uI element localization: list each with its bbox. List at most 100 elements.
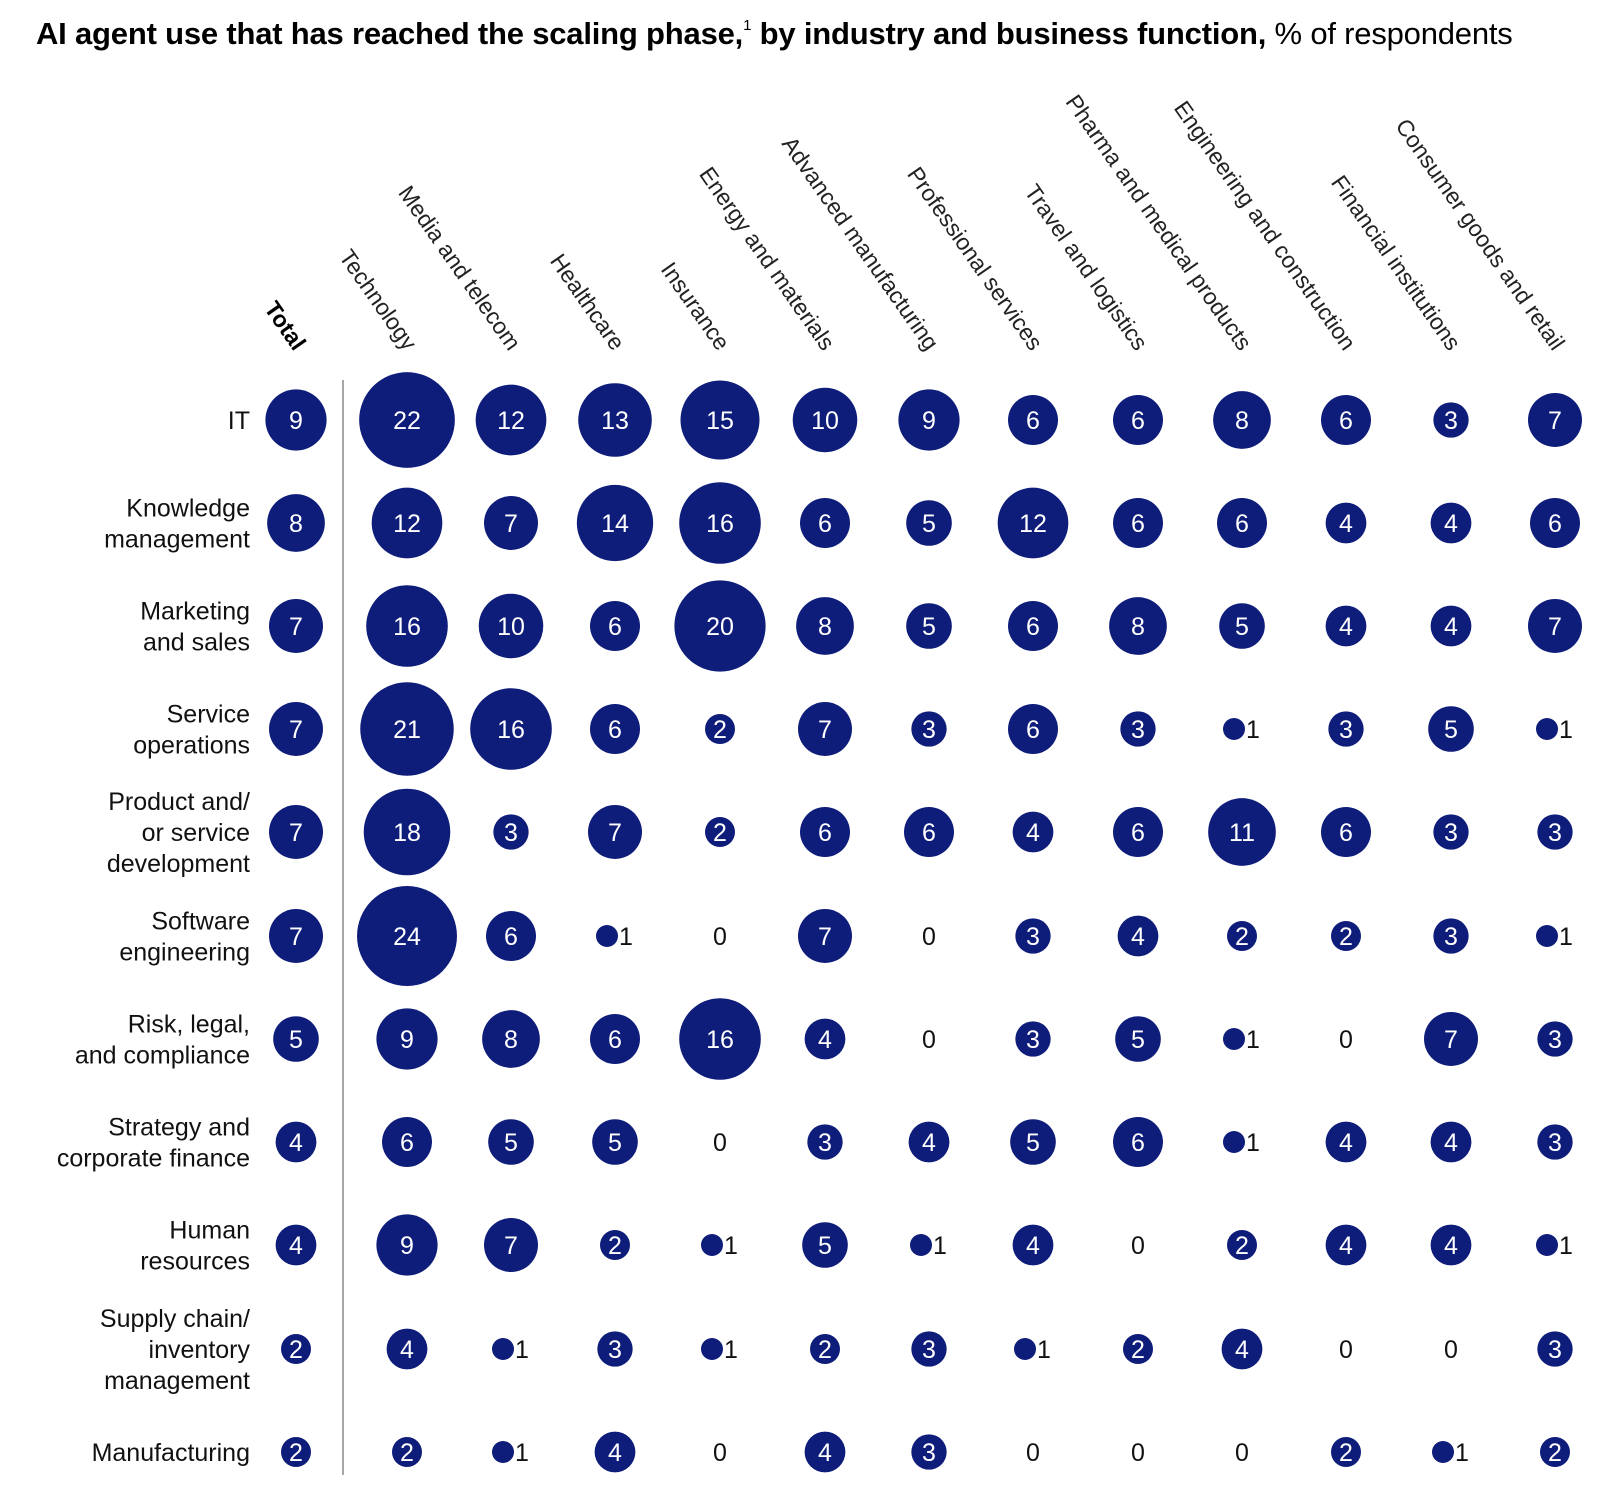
bubble-value: 8 xyxy=(818,613,832,641)
bubble-value: 2 xyxy=(1235,1232,1249,1260)
bubble-value: 5 xyxy=(922,613,936,641)
bubble xyxy=(382,1117,432,1167)
bubble xyxy=(376,1214,438,1276)
bubble xyxy=(1530,498,1580,548)
bubble xyxy=(281,1334,311,1364)
bubble-cell: 8 xyxy=(482,1010,540,1068)
bubble xyxy=(269,599,323,653)
row-label-supply-chain-inventory-management: Supply chain/inventory management xyxy=(100,1305,251,1395)
bubble-cell: 16 xyxy=(679,482,761,564)
bubble-value: 9 xyxy=(289,407,303,435)
bubble-value: 1 xyxy=(724,1336,738,1364)
bubble-value: 4 xyxy=(1235,1336,1249,1364)
bubble xyxy=(1328,711,1364,747)
bubble-value: 7 xyxy=(1548,407,1562,435)
bubble-value: 10 xyxy=(811,407,839,435)
bubble xyxy=(1120,711,1156,747)
bubble xyxy=(386,1328,428,1370)
bubble xyxy=(273,1016,319,1062)
bubble xyxy=(488,1119,534,1165)
bubble xyxy=(1123,1334,1153,1364)
bubble-value: 4 xyxy=(1026,819,1040,847)
bubble-value: 3 xyxy=(1548,1026,1562,1054)
bubble xyxy=(804,1431,846,1473)
bubble xyxy=(1540,1437,1570,1467)
bubble-value: 3 xyxy=(1444,407,1458,435)
bubble-cell: 6 xyxy=(1530,498,1580,548)
bubble-cell: 1 xyxy=(1432,1439,1469,1467)
bubble-value: 4 xyxy=(1444,510,1458,538)
bubble xyxy=(600,1230,630,1260)
bubble-value: 6 xyxy=(1026,613,1040,641)
bubble-value: 1 xyxy=(1455,1439,1469,1467)
bubble xyxy=(482,1010,540,1068)
bubble-value: 3 xyxy=(922,1439,936,1467)
bubble-value: 1 xyxy=(1246,1026,1260,1054)
bubble-value: 13 xyxy=(601,407,629,435)
bubble-value: 5 xyxy=(1131,1026,1145,1054)
bubble-value: 22 xyxy=(393,407,421,435)
bubble-cell: 1 xyxy=(701,1336,738,1364)
bubble-cell: 6 xyxy=(1217,498,1267,548)
bubble xyxy=(800,498,850,548)
bubble-value: 2 xyxy=(1339,923,1353,951)
bubble xyxy=(1428,706,1474,752)
bubble xyxy=(486,911,536,961)
bubble-value: 0 xyxy=(1339,1026,1353,1054)
bubble-cell: 5 xyxy=(802,1222,848,1268)
bubble-value: 4 xyxy=(1444,1232,1458,1260)
bubble-cell: 2 xyxy=(281,1437,311,1467)
bubble-cell: 20 xyxy=(674,580,766,672)
column-header-engineering-and-construction: Engineering and construction xyxy=(1169,96,1361,355)
column-header-total: Total xyxy=(259,296,311,355)
bubble-value: 8 xyxy=(289,510,303,538)
bubble xyxy=(275,1224,317,1266)
bubble-cell: 7 xyxy=(798,909,852,963)
bubble-value: 6 xyxy=(1131,1129,1145,1157)
row-label-manufacturing: Manufacturing xyxy=(92,1439,250,1467)
bubble-cell: 6 xyxy=(486,911,536,961)
bubble-cell: 5 xyxy=(1219,603,1265,649)
bubble xyxy=(1113,1117,1163,1167)
bubble-value: 5 xyxy=(1026,1129,1040,1157)
bubble xyxy=(1227,921,1257,951)
bubble-cell: 21 xyxy=(360,682,454,776)
bubble-cell: 15 xyxy=(680,380,760,460)
bubble xyxy=(1430,502,1472,544)
bubble-value: 4 xyxy=(1339,613,1353,641)
bubble-value: 4 xyxy=(1131,923,1145,951)
bubble xyxy=(792,387,858,453)
bubble xyxy=(1537,814,1573,850)
bubble-value: 3 xyxy=(1548,1129,1562,1157)
bubble xyxy=(906,603,952,649)
column-header-consumer-goods-and-retail: Consumer goods and retail xyxy=(1390,114,1570,355)
bubble-value: 0 xyxy=(1131,1439,1145,1467)
bubble-value: 1 xyxy=(1246,716,1260,744)
bubble-value: 3 xyxy=(504,819,518,847)
bubble xyxy=(898,389,960,451)
bubble xyxy=(1424,1012,1478,1066)
bubble xyxy=(1433,814,1469,850)
bubble xyxy=(810,1334,840,1364)
bubble xyxy=(1223,1028,1245,1050)
bubble-value: 0 xyxy=(713,1129,727,1157)
bubble xyxy=(1321,395,1371,445)
bubble-value: 8 xyxy=(504,1026,518,1054)
bubble-value: 16 xyxy=(706,1026,734,1054)
bubble xyxy=(1014,1338,1036,1360)
bubble-cell: 3 xyxy=(1537,1331,1573,1367)
bubble xyxy=(679,482,761,564)
bubble-cell: 6 xyxy=(590,704,640,754)
bubble-cell: 3 xyxy=(911,1331,947,1367)
bubble-cell: 1 xyxy=(1223,1129,1260,1157)
bubble-cell: 0 xyxy=(713,1439,727,1467)
bubble-cell: 12 xyxy=(997,487,1069,559)
bubble-value: 6 xyxy=(608,1026,622,1054)
bubble-value: 16 xyxy=(393,613,421,641)
bubble-cell: 6 xyxy=(1113,1117,1163,1167)
bubble-value: 3 xyxy=(1548,1336,1562,1364)
column-header-healthcare: Healthcare xyxy=(545,249,630,355)
bubble-value: 4 xyxy=(1339,1232,1353,1260)
bubble-value: 6 xyxy=(1235,510,1249,538)
bubble-value: 4 xyxy=(922,1129,936,1157)
